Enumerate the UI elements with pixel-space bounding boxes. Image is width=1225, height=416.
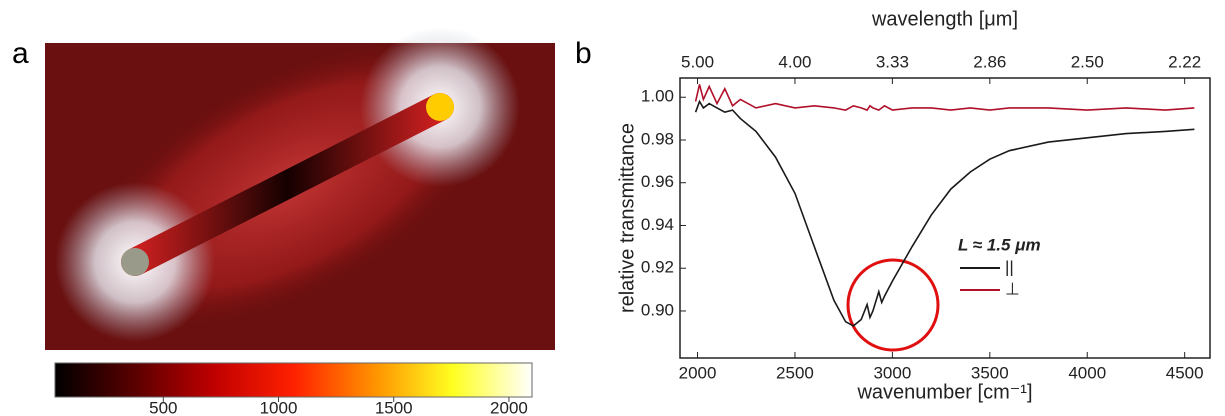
- y-axis-label: relative transmittance: [616, 123, 638, 313]
- data-line: [694, 99, 1195, 327]
- x-tick-label: 4500: [1166, 363, 1204, 382]
- y-tick-label: 1.00: [641, 87, 674, 106]
- colorbar-tick-label: 1500: [375, 398, 413, 416]
- x-tick-label: 3000: [873, 363, 911, 382]
- y-tick-label: 0.90: [641, 300, 674, 319]
- plot-frame: [679, 77, 1211, 359]
- x-axis-label: wavenumber [cm⁻¹]: [856, 381, 1032, 403]
- x-tick-label: 3500: [971, 363, 1009, 382]
- x2-tick-label: 3.33: [876, 52, 909, 71]
- x-tick-label: 2500: [776, 363, 814, 382]
- x2-tick-label: 2.86: [973, 52, 1006, 71]
- y-tick-label: 0.94: [641, 215, 674, 234]
- y-tick-label: 0.96: [641, 172, 674, 191]
- x2-tick-label: 2.50: [1071, 52, 1104, 71]
- x2-tick-label: 5.00: [681, 52, 714, 71]
- colorbar-tick-label: 1000: [260, 398, 298, 416]
- panel-label: a: [12, 37, 29, 70]
- colorbar-tick-label: 500: [149, 398, 177, 416]
- x-tick-label: 4000: [1068, 363, 1106, 382]
- y-tick-label: 0.92: [641, 258, 674, 277]
- legend-label: ||: [1005, 257, 1014, 276]
- x2-tick-label: 4.00: [778, 52, 811, 71]
- colorbar: [54, 362, 533, 398]
- data-line: [694, 84, 1195, 112]
- colorbar-tick-label: 2000: [490, 398, 528, 416]
- legend-label: ⊥: [1005, 279, 1020, 298]
- simulation-image: [45, 27, 555, 350]
- x2-axis-label: wavelength [μm]: [871, 8, 1018, 30]
- y-tick-label: 0.98: [641, 129, 674, 148]
- highlight-circle: [846, 258, 940, 352]
- x-tick-label: 2000: [679, 363, 717, 382]
- panel-label: b: [575, 37, 592, 70]
- legend-title: L ≈ 1.5 μm: [958, 235, 1041, 254]
- x2-tick-label: 2.22: [1168, 52, 1201, 71]
